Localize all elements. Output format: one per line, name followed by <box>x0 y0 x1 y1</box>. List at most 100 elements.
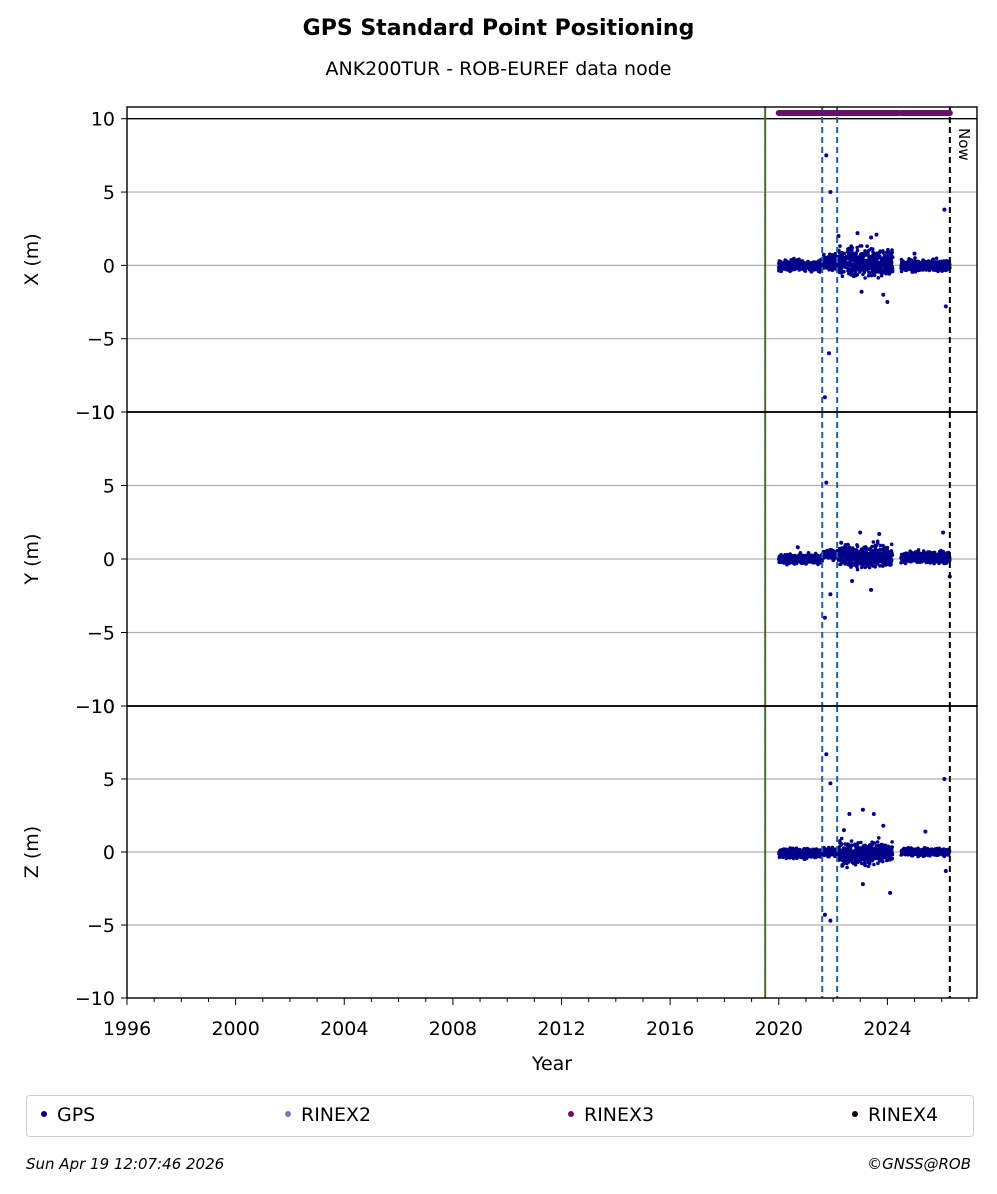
gps-point <box>915 263 919 268</box>
gps-point <box>872 862 876 867</box>
gps-points <box>777 153 952 400</box>
gps-point <box>872 273 877 278</box>
y-tick-label: 5 <box>103 769 115 791</box>
gps-point <box>940 269 944 273</box>
gps-outlier-point <box>943 869 948 873</box>
gps-point <box>846 251 851 255</box>
gps-point <box>933 262 937 266</box>
gps-point <box>869 844 873 849</box>
gps-point <box>844 264 848 269</box>
gps-point <box>795 850 799 855</box>
gps-point <box>804 553 808 558</box>
gps-point <box>850 549 855 553</box>
gps-point <box>888 563 892 567</box>
y-tick-label: −5 <box>87 329 115 351</box>
x-tick-label: 2000 <box>211 1018 259 1040</box>
gps-point <box>863 276 867 280</box>
gps-point <box>885 545 890 550</box>
gps-point <box>934 554 938 559</box>
gps-point <box>832 263 837 268</box>
gps-point <box>932 266 936 271</box>
gps-point <box>913 256 917 260</box>
gps-point <box>829 254 834 259</box>
gps-point <box>855 543 859 547</box>
gps-point <box>851 852 855 856</box>
gps-point <box>862 853 867 858</box>
gps-point <box>877 265 881 269</box>
gps-outlier-point <box>869 235 874 240</box>
gps-point <box>797 849 802 854</box>
gps-point <box>923 558 927 563</box>
gps-point <box>941 853 945 857</box>
gps-point <box>873 856 878 860</box>
gps-point <box>826 259 830 264</box>
gps-point <box>803 557 807 562</box>
gps-point <box>863 860 867 865</box>
gps-point <box>850 561 855 566</box>
gps-point <box>902 263 906 268</box>
gps-point <box>833 252 837 256</box>
gps-point <box>855 245 859 250</box>
gps-point <box>839 554 844 558</box>
gps-outlier-point <box>941 530 946 535</box>
legend-label-rinex3: RINEX3 <box>584 1104 655 1126</box>
gps-point <box>905 848 910 853</box>
gps-point <box>868 254 873 259</box>
gps-point <box>870 857 874 862</box>
gps-point <box>839 836 844 841</box>
gps-point <box>853 862 858 867</box>
gps-outlier-point <box>888 890 893 895</box>
y-tick-label: 0 <box>103 842 115 864</box>
gps-outlier-point <box>859 289 864 294</box>
gps-outlier-point <box>871 812 876 816</box>
gps-point <box>777 259 782 263</box>
gps-point <box>939 548 943 553</box>
chart-title: GPS Standard Point Positioning <box>302 16 695 41</box>
gps-point <box>847 553 851 558</box>
gps-point <box>930 556 934 561</box>
gps-point <box>890 852 894 856</box>
gps-point <box>890 250 894 255</box>
gps-outlier-point <box>912 251 917 256</box>
gps-outlier-point <box>923 829 928 834</box>
gps-point <box>876 276 881 280</box>
gps-outlier-point <box>855 231 860 236</box>
y-tick-label: −5 <box>87 623 115 645</box>
gps-point <box>934 256 939 261</box>
gps-point <box>860 256 864 261</box>
gps-point <box>786 559 790 563</box>
gps-outlier-point <box>942 207 947 212</box>
gps-point <box>837 852 842 856</box>
gps-point <box>796 556 801 561</box>
gps-outlier-point <box>828 592 833 597</box>
gps-point <box>869 550 873 554</box>
gps-point <box>937 267 942 272</box>
gps-point <box>801 553 805 558</box>
gps-point <box>943 848 948 853</box>
gps-point <box>909 848 914 852</box>
gps-point <box>806 847 811 852</box>
gps-point <box>777 855 782 860</box>
gps-point <box>846 562 851 566</box>
gps-point <box>791 846 795 851</box>
gps-outlier-point <box>824 752 829 757</box>
gps-point <box>798 853 803 858</box>
gps-point <box>823 262 828 267</box>
gps-outlier-point <box>881 823 886 828</box>
gps-point <box>876 253 880 257</box>
legend-label-rinex2: RINEX2 <box>301 1104 372 1126</box>
gps-point <box>876 861 880 866</box>
gps-point <box>814 556 819 561</box>
gps-point <box>792 264 797 268</box>
gps-point <box>881 543 885 548</box>
gps-point <box>810 850 814 855</box>
gps-point <box>857 851 861 856</box>
legend-item-rinex2: RINEX2 <box>285 1104 371 1126</box>
gps-point <box>905 262 909 266</box>
gps-point <box>848 271 853 275</box>
gps-point <box>842 257 847 262</box>
gps-point <box>944 259 948 264</box>
gps-point <box>846 247 850 251</box>
x-tick-label: 2012 <box>537 1018 585 1040</box>
